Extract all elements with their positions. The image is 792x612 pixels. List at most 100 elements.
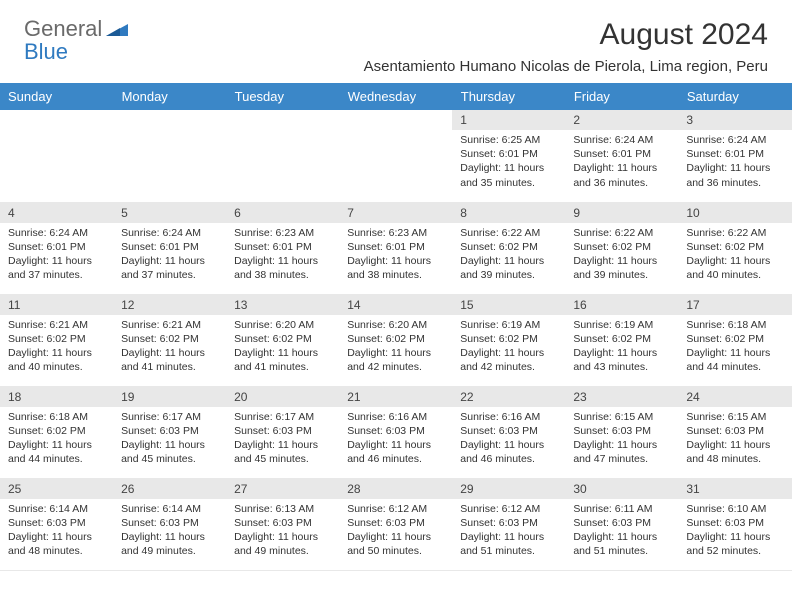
day-info: Sunrise: 6:17 AMSunset: 6:03 PMDaylight:…	[113, 407, 226, 471]
daylight-text: Daylight: 11 hours and 46 minutes.	[347, 438, 444, 466]
day-info: Sunrise: 6:12 AMSunset: 6:03 PMDaylight:…	[339, 499, 452, 563]
day-info: Sunrise: 6:16 AMSunset: 6:03 PMDaylight:…	[452, 407, 565, 471]
calendar-cell: 13Sunrise: 6:20 AMSunset: 6:02 PMDayligh…	[226, 294, 339, 386]
sunrise-text: Sunrise: 6:18 AM	[686, 318, 783, 332]
daylight-text: Daylight: 11 hours and 46 minutes.	[460, 438, 557, 466]
sunrise-text: Sunrise: 6:11 AM	[573, 502, 670, 516]
day-number: 31	[678, 479, 791, 499]
calendar-table: SundayMondayTuesdayWednesdayThursdayFrid…	[0, 83, 792, 571]
calendar-week-row: 1Sunrise: 6:25 AMSunset: 6:01 PMDaylight…	[0, 110, 792, 202]
day-number: 29	[452, 479, 565, 499]
weekday-header: Thursday	[452, 83, 565, 110]
day-info: Sunrise: 6:20 AMSunset: 6:02 PMDaylight:…	[339, 315, 452, 379]
calendar-cell: 7Sunrise: 6:23 AMSunset: 6:01 PMDaylight…	[339, 202, 452, 294]
sunrise-text: Sunrise: 6:21 AM	[8, 318, 105, 332]
sunrise-text: Sunrise: 6:23 AM	[347, 226, 444, 240]
daylight-text: Daylight: 11 hours and 49 minutes.	[121, 530, 218, 558]
day-number: 8	[452, 203, 565, 223]
day-info: Sunrise: 6:24 AMSunset: 6:01 PMDaylight:…	[565, 130, 678, 194]
calendar-cell: 27Sunrise: 6:13 AMSunset: 6:03 PMDayligh…	[226, 478, 339, 570]
day-info: Sunrise: 6:19 AMSunset: 6:02 PMDaylight:…	[565, 315, 678, 379]
sunrise-text: Sunrise: 6:13 AM	[234, 502, 331, 516]
logo-word2: Blue	[24, 39, 68, 64]
sunrise-text: Sunrise: 6:22 AM	[573, 226, 670, 240]
sunset-text: Sunset: 6:03 PM	[460, 424, 557, 438]
day-info: Sunrise: 6:14 AMSunset: 6:03 PMDaylight:…	[113, 499, 226, 563]
daylight-text: Daylight: 11 hours and 52 minutes.	[686, 530, 783, 558]
sunset-text: Sunset: 6:02 PM	[8, 424, 105, 438]
weekday-header: Sunday	[0, 83, 113, 110]
sunset-text: Sunset: 6:03 PM	[234, 424, 331, 438]
sunset-text: Sunset: 6:03 PM	[573, 424, 670, 438]
calendar-cell	[226, 110, 339, 202]
calendar-cell: 6Sunrise: 6:23 AMSunset: 6:01 PMDaylight…	[226, 202, 339, 294]
daylight-text: Daylight: 11 hours and 39 minutes.	[460, 254, 557, 282]
day-info: Sunrise: 6:20 AMSunset: 6:02 PMDaylight:…	[226, 315, 339, 379]
daylight-text: Daylight: 11 hours and 49 minutes.	[234, 530, 331, 558]
day-number: 7	[339, 203, 452, 223]
day-info: Sunrise: 6:22 AMSunset: 6:02 PMDaylight:…	[452, 223, 565, 287]
calendar-cell: 15Sunrise: 6:19 AMSunset: 6:02 PMDayligh…	[452, 294, 565, 386]
calendar-head: SundayMondayTuesdayWednesdayThursdayFrid…	[0, 83, 792, 110]
calendar-cell: 29Sunrise: 6:12 AMSunset: 6:03 PMDayligh…	[452, 478, 565, 570]
daylight-text: Daylight: 11 hours and 48 minutes.	[686, 438, 783, 466]
day-number: 30	[565, 479, 678, 499]
sunrise-text: Sunrise: 6:16 AM	[460, 410, 557, 424]
day-number: 25	[0, 479, 113, 499]
sunrise-text: Sunrise: 6:14 AM	[8, 502, 105, 516]
weekday-header: Tuesday	[226, 83, 339, 110]
day-number: 10	[678, 203, 791, 223]
day-number: 11	[0, 295, 113, 315]
day-number: 9	[565, 203, 678, 223]
sunrise-text: Sunrise: 6:24 AM	[573, 133, 670, 147]
day-number: 21	[339, 387, 452, 407]
sunset-text: Sunset: 6:03 PM	[460, 516, 557, 530]
day-number: 12	[113, 295, 226, 315]
day-info: Sunrise: 6:22 AMSunset: 6:02 PMDaylight:…	[565, 223, 678, 287]
sunrise-text: Sunrise: 6:23 AM	[234, 226, 331, 240]
sunrise-text: Sunrise: 6:25 AM	[460, 133, 557, 147]
day-info: Sunrise: 6:15 AMSunset: 6:03 PMDaylight:…	[565, 407, 678, 471]
daylight-text: Daylight: 11 hours and 38 minutes.	[234, 254, 331, 282]
day-info: Sunrise: 6:11 AMSunset: 6:03 PMDaylight:…	[565, 499, 678, 563]
calendar-cell: 10Sunrise: 6:22 AMSunset: 6:02 PMDayligh…	[678, 202, 791, 294]
sunrise-text: Sunrise: 6:22 AM	[460, 226, 557, 240]
sunrise-text: Sunrise: 6:16 AM	[347, 410, 444, 424]
day-info: Sunrise: 6:14 AMSunset: 6:03 PMDaylight:…	[0, 499, 113, 563]
sunset-text: Sunset: 6:02 PM	[573, 332, 670, 346]
day-number: 16	[565, 295, 678, 315]
sunset-text: Sunset: 6:01 PM	[347, 240, 444, 254]
sunset-text: Sunset: 6:02 PM	[460, 332, 557, 346]
daylight-text: Daylight: 11 hours and 40 minutes.	[8, 346, 105, 374]
sunset-text: Sunset: 6:01 PM	[121, 240, 218, 254]
day-info: Sunrise: 6:21 AMSunset: 6:02 PMDaylight:…	[0, 315, 113, 379]
sunset-text: Sunset: 6:02 PM	[121, 332, 218, 346]
weekday-header: Wednesday	[339, 83, 452, 110]
sunrise-text: Sunrise: 6:24 AM	[686, 133, 783, 147]
calendar-cell: 20Sunrise: 6:17 AMSunset: 6:03 PMDayligh…	[226, 386, 339, 478]
day-number: 4	[0, 203, 113, 223]
calendar-cell: 3Sunrise: 6:24 AMSunset: 6:01 PMDaylight…	[678, 110, 791, 202]
calendar-cell: 5Sunrise: 6:24 AMSunset: 6:01 PMDaylight…	[113, 202, 226, 294]
sunset-text: Sunset: 6:01 PM	[686, 147, 783, 161]
day-number: 20	[226, 387, 339, 407]
sunrise-text: Sunrise: 6:18 AM	[8, 410, 105, 424]
day-info: Sunrise: 6:21 AMSunset: 6:02 PMDaylight:…	[113, 315, 226, 379]
sunset-text: Sunset: 6:02 PM	[234, 332, 331, 346]
calendar-cell: 1Sunrise: 6:25 AMSunset: 6:01 PMDaylight…	[452, 110, 565, 202]
sunrise-text: Sunrise: 6:19 AM	[573, 318, 670, 332]
logo: General Blue	[24, 18, 128, 64]
daylight-text: Daylight: 11 hours and 50 minutes.	[347, 530, 444, 558]
sunrise-text: Sunrise: 6:24 AM	[8, 226, 105, 240]
day-number: 1	[452, 110, 565, 130]
calendar-cell	[113, 110, 226, 202]
sunrise-text: Sunrise: 6:15 AM	[686, 410, 783, 424]
daylight-text: Daylight: 11 hours and 43 minutes.	[573, 346, 670, 374]
sunset-text: Sunset: 6:03 PM	[121, 424, 218, 438]
daylight-text: Daylight: 11 hours and 47 minutes.	[573, 438, 670, 466]
weekday-header: Friday	[565, 83, 678, 110]
day-info: Sunrise: 6:25 AMSunset: 6:01 PMDaylight:…	[452, 130, 565, 194]
sunrise-text: Sunrise: 6:24 AM	[121, 226, 218, 240]
calendar-cell: 28Sunrise: 6:12 AMSunset: 6:03 PMDayligh…	[339, 478, 452, 570]
calendar-cell: 24Sunrise: 6:15 AMSunset: 6:03 PMDayligh…	[678, 386, 791, 478]
